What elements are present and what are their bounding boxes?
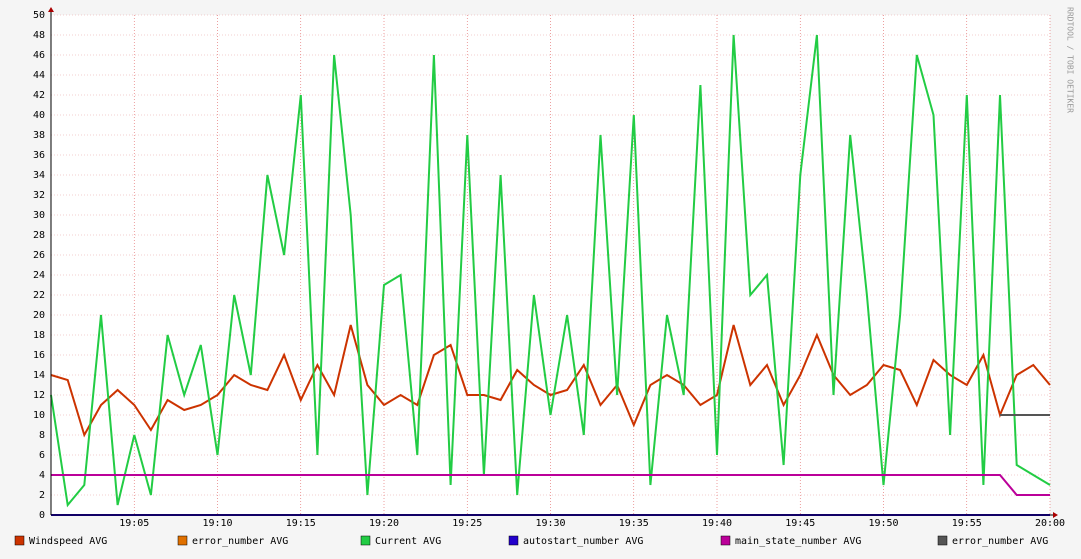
legend-label: error_number AVG <box>192 536 288 547</box>
x-tick-label: 19:40 <box>702 518 732 529</box>
series-line <box>50 324 1051 438</box>
legend-swatch <box>177 535 188 546</box>
series-line <box>50 34 1051 508</box>
y-tick-label: 30 <box>33 210 45 221</box>
legend-swatch <box>720 535 731 546</box>
y-tick-label: 44 <box>33 70 45 81</box>
legend-swatch <box>937 535 948 546</box>
y-tick-label: 12 <box>33 390 45 401</box>
y-tick-label: 50 <box>33 10 45 21</box>
legend-swatch <box>360 535 371 546</box>
y-tick-label: 18 <box>33 330 45 341</box>
legend-label: Current AVG <box>375 536 441 547</box>
legend-label: main_state_number AVG <box>735 536 861 547</box>
y-tick-label: 42 <box>33 90 45 101</box>
y-tick-label: 14 <box>33 370 45 381</box>
watermark: RRDTOOL / TOBI OETIKER <box>1066 7 1075 113</box>
y-tick-label: 20 <box>33 310 45 321</box>
legend-swatch <box>14 535 25 546</box>
y-tick-label: 36 <box>33 150 45 161</box>
legend-swatch <box>508 535 519 546</box>
y-tick-label: 8 <box>39 430 45 441</box>
y-tick-label: 16 <box>33 350 45 361</box>
y-tick-label: 38 <box>33 130 45 141</box>
x-tick-label: 19:25 <box>452 518 482 529</box>
legend-label: autostart_number AVG <box>523 536 643 547</box>
y-axis-arrow <box>48 7 54 12</box>
y-tick-label: 4 <box>39 470 45 481</box>
y-tick-label: 34 <box>33 170 45 181</box>
x-tick-label: 19:20 <box>369 518 399 529</box>
x-axis-arrow <box>1053 512 1058 518</box>
series-line <box>51 474 1050 496</box>
legend-label: error_number AVG <box>952 536 1048 547</box>
y-tick-label: 6 <box>39 450 45 461</box>
x-tick-label: 19:10 <box>202 518 232 529</box>
y-tick-label: 32 <box>33 190 45 201</box>
y-tick-label: 24 <box>33 270 45 281</box>
x-tick-label: 19:50 <box>868 518 898 529</box>
x-tick-label: 19:05 <box>119 518 149 529</box>
y-tick-label: 40 <box>33 110 45 121</box>
y-tick-label: 10 <box>33 410 45 421</box>
y-tick-label: 0 <box>39 510 45 521</box>
y-tick-label: 46 <box>33 50 45 61</box>
x-tick-label: 19:55 <box>952 518 982 529</box>
x-tick-label: 19:35 <box>619 518 649 529</box>
x-tick-label: 19:45 <box>785 518 815 529</box>
x-tick-label: 19:15 <box>286 518 316 529</box>
x-tick-label: 20:00 <box>1035 518 1065 529</box>
y-tick-label: 2 <box>39 490 45 501</box>
legend-label: Windspeed AVG <box>29 536 107 547</box>
y-tick-label: 28 <box>33 230 45 241</box>
y-tick-label: 22 <box>33 290 45 301</box>
x-tick-label: 19:30 <box>535 518 565 529</box>
y-tick-label: 48 <box>33 30 45 41</box>
y-tick-label: 26 <box>33 250 45 261</box>
